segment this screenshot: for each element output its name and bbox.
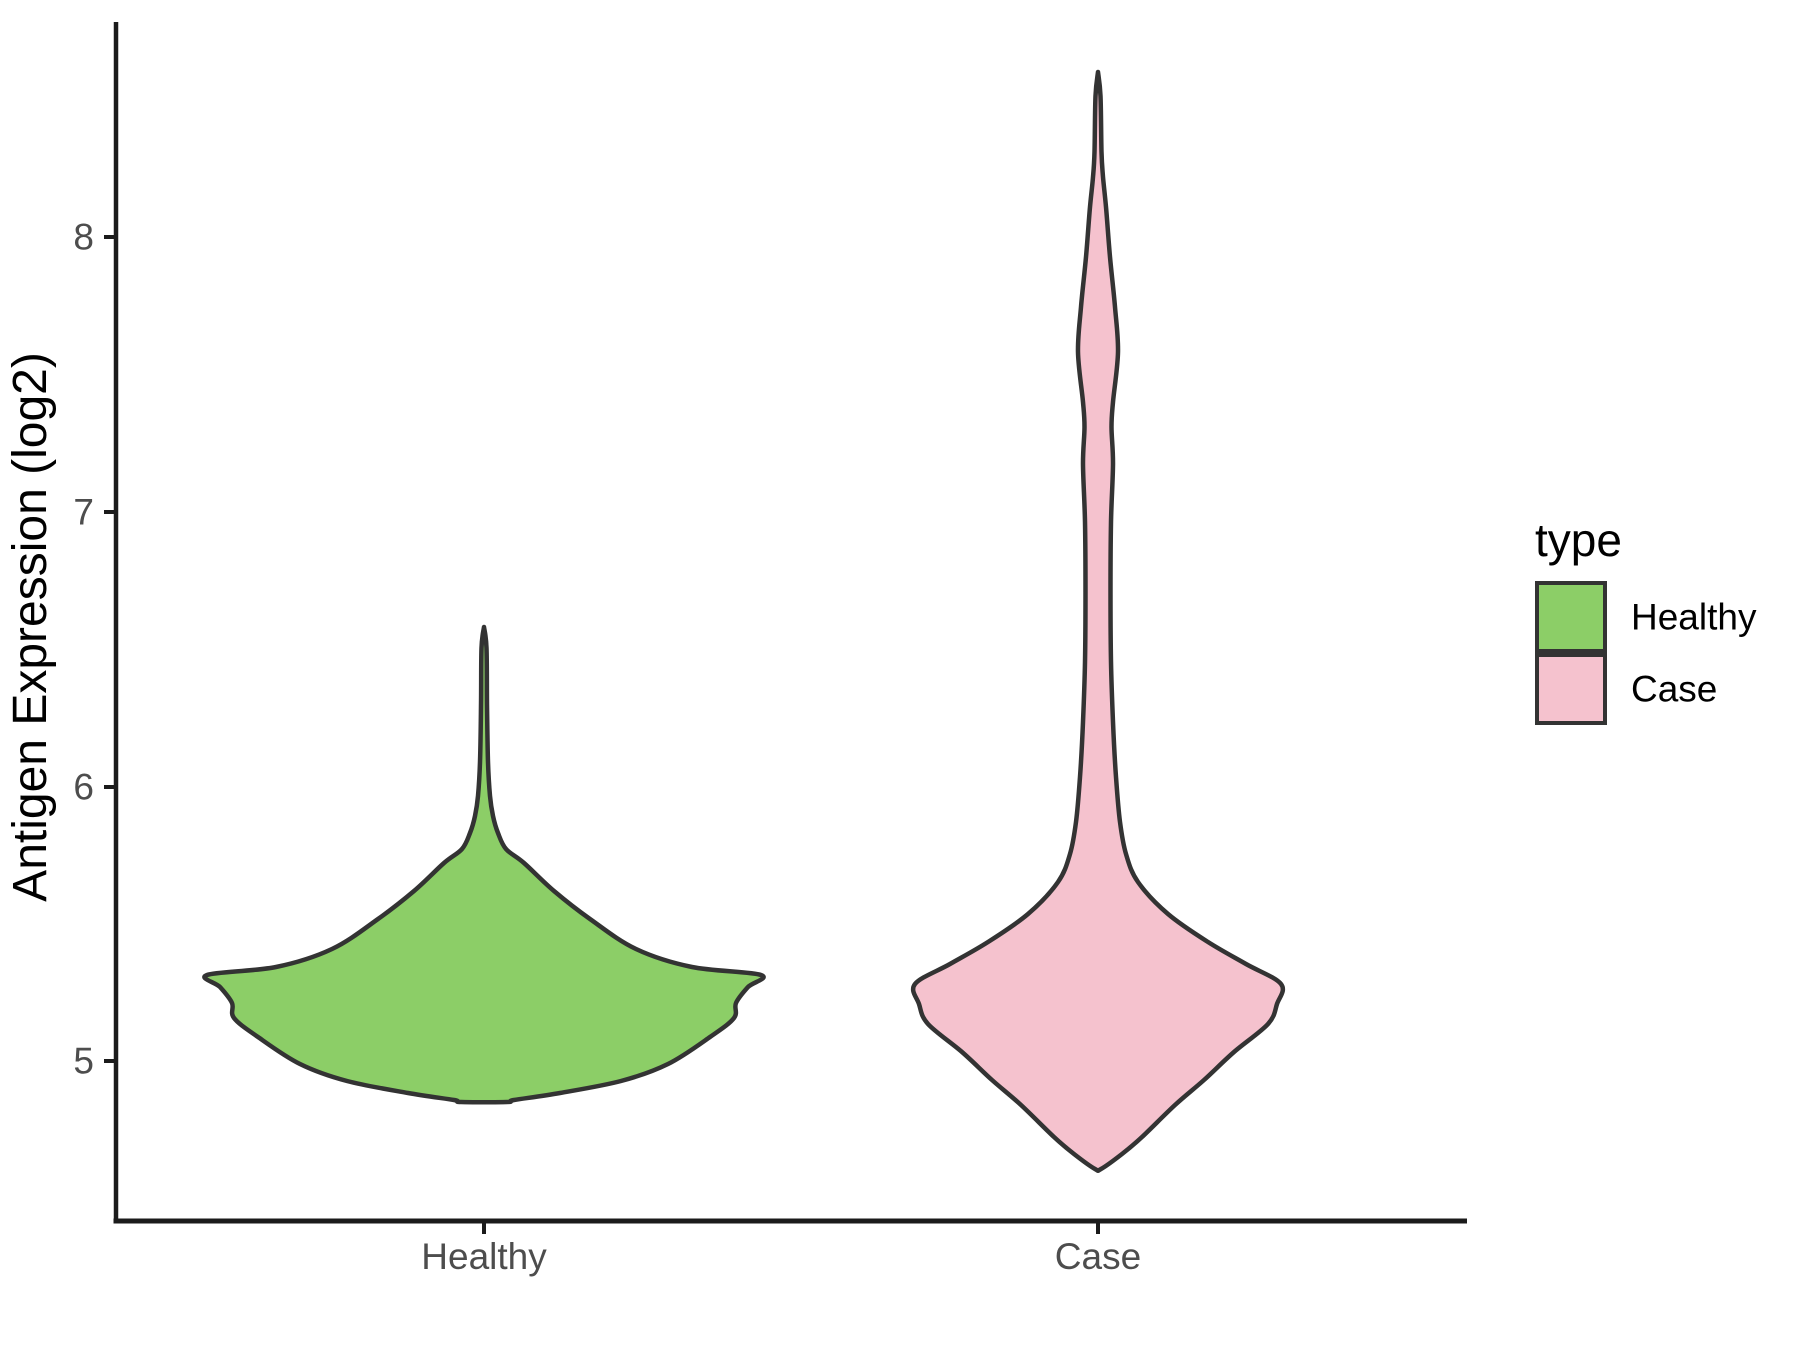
legend-swatch-healthy (1535, 581, 1607, 653)
legend: type Healthy Case (1535, 514, 1757, 725)
violin-case (910, 69, 1286, 1174)
legend-title: type (1535, 514, 1622, 566)
x-tick-label-case: Case (1055, 1236, 1141, 1277)
y-axis-title: Antigen Expression (log2) (4, 352, 57, 902)
y-tick-label-8: 8 (73, 217, 94, 258)
legend-label-healthy: Healthy (1631, 597, 1757, 638)
y-tick-label-5: 5 (73, 1041, 94, 1082)
legend-label-case: Case (1631, 669, 1717, 710)
x-tick-label-healthy: Healthy (421, 1236, 547, 1277)
y-tick-label-7: 7 (73, 492, 94, 533)
legend-swatch-case (1535, 653, 1607, 725)
y-tick-label-6: 6 (73, 767, 94, 808)
violin-healthy (202, 624, 766, 1105)
